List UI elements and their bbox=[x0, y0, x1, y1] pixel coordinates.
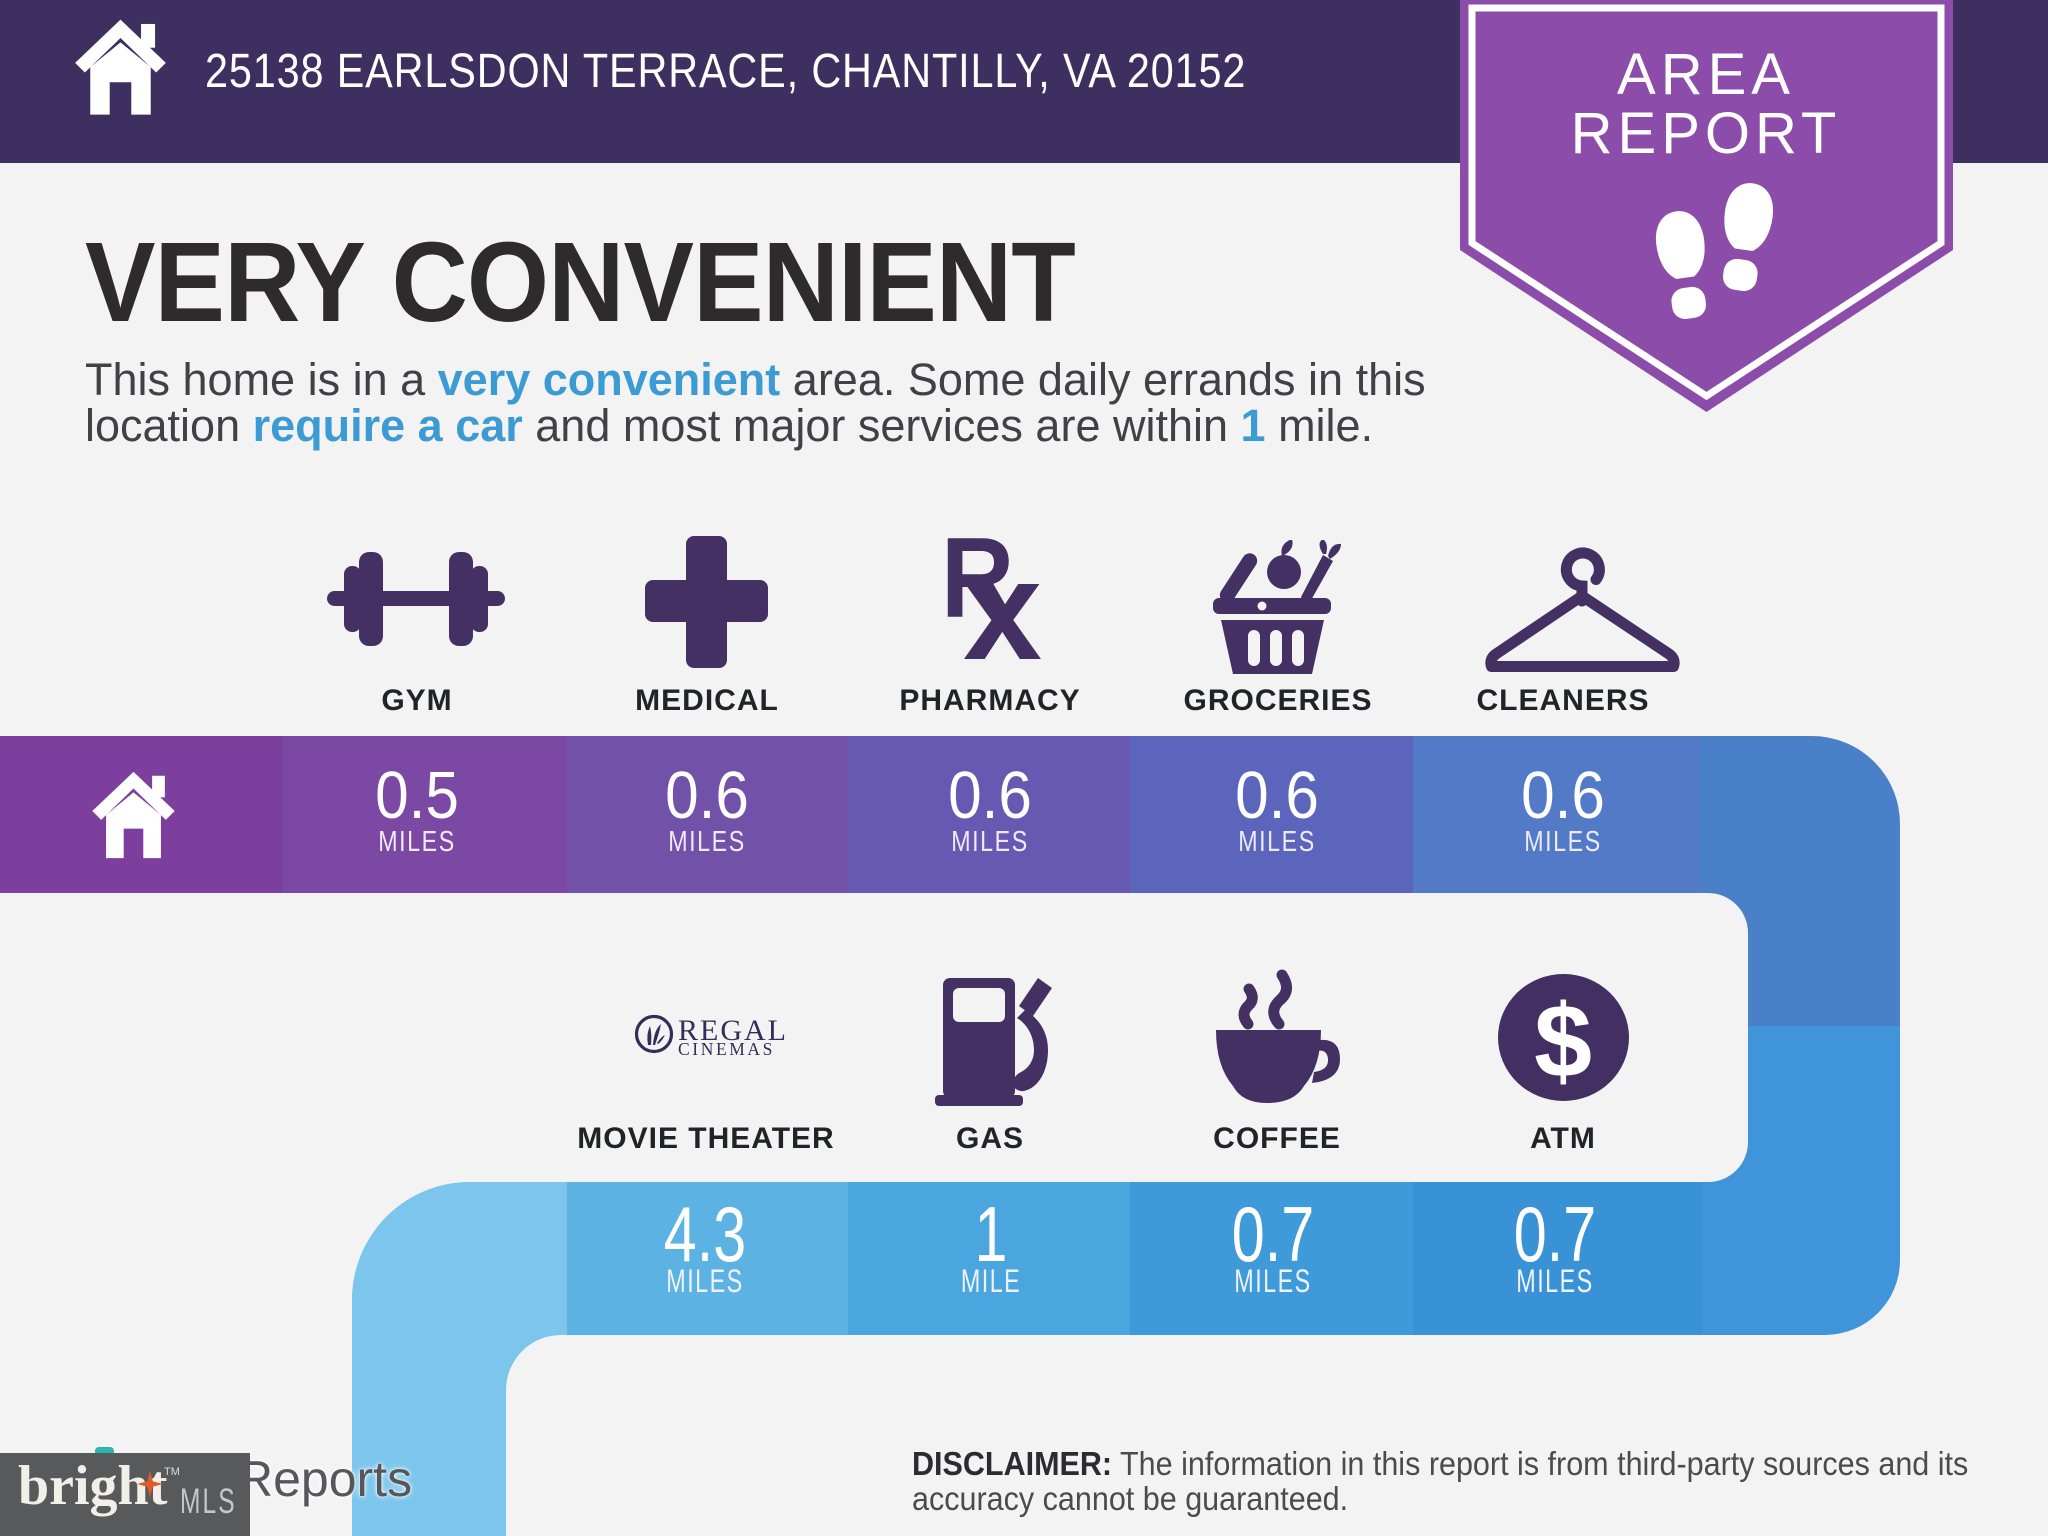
svg-text:REPORT: REPORT bbox=[1571, 101, 1842, 166]
svg-text:AREA: AREA bbox=[1617, 42, 1795, 107]
svg-text:$: $ bbox=[1534, 984, 1592, 1100]
